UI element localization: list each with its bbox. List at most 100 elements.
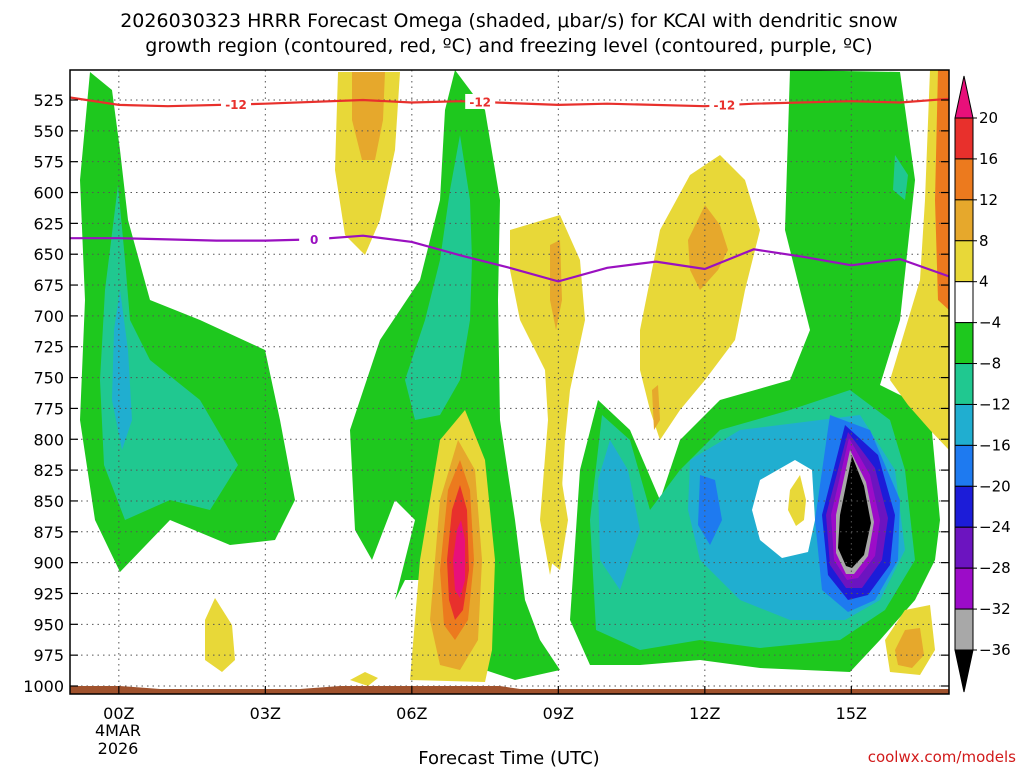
y-tick-label: 875 [33, 523, 64, 542]
omega-region-orange-far-right [935, 70, 949, 310]
y-tick-label: 800 [33, 430, 64, 449]
y-tick-label: 925 [33, 584, 64, 603]
omega-shading [80, 70, 949, 686]
y-tick-label: 675 [33, 276, 64, 295]
colorbar-swatch [954, 117, 974, 160]
colorbar: 20 16 12 8 4 −4 −8 −12 −16 −20 −24 −28 −32 −36 [954, 75, 1011, 693]
colorbar-label: 20 [979, 109, 998, 127]
y-tick-label: 525 [33, 91, 64, 110]
colorbar-label: 16 [979, 150, 998, 168]
omega-region-cyan-right [598, 440, 640, 590]
omega-region-yellow-mid [510, 215, 585, 575]
y-tick-label: 1000 [23, 677, 64, 696]
isotherm-minus12-label-bg [465, 93, 496, 109]
y-tick-label: 550 [33, 122, 64, 141]
terrain-ground [70, 686, 949, 694]
colorbar-label: −4 [979, 314, 1001, 332]
colorbar-swatch [954, 485, 974, 528]
omega-region-yellow-far-right [890, 70, 949, 450]
y-tick-label: 575 [33, 153, 64, 172]
colorbar-bottom-triangle [954, 649, 974, 693]
colorbar-swatch [954, 567, 974, 610]
isotherm-minus12-line [70, 96, 949, 108]
omega-region-cyan-left [112, 290, 132, 450]
isotherm-minus12-label-bg [221, 96, 252, 112]
x-tick-label: 03Z [250, 704, 281, 723]
y-tick-label: 725 [33, 338, 64, 357]
colorbar-label: −16 [979, 436, 1011, 454]
colorbar-swatch [954, 240, 974, 283]
isotherm-zero-label: 0 [310, 233, 318, 247]
omega-region-blue-right [698, 475, 722, 545]
colorbar-swatch [954, 363, 974, 405]
omega-region-pink-lower-mid [453, 520, 465, 598]
y-axis: 525 550 575 600 625 650 675 700 725 750 775 800 825 8… [23, 91, 949, 696]
y-tick-label: 700 [33, 307, 64, 326]
colorbar-label: −36 [979, 641, 1011, 659]
colorbar-swatch [954, 281, 974, 324]
x-axis-label: Forecast Time (UTC) [418, 748, 599, 768]
colorbar-swatch [954, 158, 974, 201]
x-tick-label: 12Z [689, 704, 720, 723]
omega-region-orange-narrow-right [652, 385, 660, 430]
x-tick-label: 06Z [396, 704, 427, 723]
y-tick-label: 950 [33, 615, 64, 634]
omega-region-yellow-small-left [205, 598, 235, 672]
omega-region-orange-bottom-right [895, 628, 924, 668]
chart-title-line1: 2026030323 HRRR Forecast Omega (shaded, … [120, 10, 898, 32]
colorbar-label: −20 [979, 477, 1011, 495]
y-tick-label: 900 [33, 554, 64, 573]
omega-region-black [838, 456, 871, 568]
y-tick-label: 975 [33, 646, 64, 665]
colorbar-label: −12 [979, 395, 1011, 413]
x-axis: 00Z 03Z 06Z 09Z 12Z 15Z [103, 686, 867, 723]
colorbar-label: 8 [979, 232, 989, 250]
x-tick-label: 00Z [103, 704, 134, 723]
plot-frame [69, 69, 950, 695]
isotherm-minus12-label: -12 [469, 95, 491, 109]
colorbar-label: −8 [979, 355, 1001, 373]
isotherm-minus12-label: -12 [714, 99, 736, 113]
y-tick-label: 775 [33, 399, 64, 418]
colorbar-label: 4 [979, 273, 989, 291]
y-tick-label: 650 [33, 245, 64, 264]
x-date-label-year: 2026 [98, 739, 139, 758]
colorbar-swatch [954, 403, 974, 446]
y-tick-label: 750 [33, 369, 64, 388]
y-tick-label: 600 [33, 184, 64, 203]
omega-region-teal-left [100, 185, 238, 520]
colorbar-label: 12 [979, 191, 998, 209]
colorbar-swatch [954, 322, 974, 365]
colorbar-swatch [954, 199, 974, 242]
grid-lines [70, 70, 949, 694]
omega-region-teal-mid [405, 135, 472, 420]
colorbar-top-triangle [954, 75, 974, 119]
colorbar-label: −32 [979, 600, 1011, 618]
x-tick-label: 15Z [836, 704, 867, 723]
isotherm-lines: -12 -12 -12 0 [70, 93, 949, 283]
isotherm-minus12-label: -12 [225, 98, 247, 112]
omega-region-orange-top-mid [352, 72, 385, 160]
colorbar-swatch [954, 444, 974, 487]
x-tick-label: 09Z [543, 704, 574, 723]
omega-region-yellow-small-bottom [350, 672, 378, 686]
isotherm-zero-line [70, 234, 949, 283]
credit-label: coolwx.com/models [868, 748, 1016, 766]
colorbar-label: −28 [979, 559, 1011, 577]
y-tick-label: 850 [33, 492, 64, 511]
x-date-label-day: 4MAR [95, 721, 141, 740]
chart-title-line2: growth region (contoured, red, ºC) and f… [145, 35, 872, 57]
colorbar-swatch [954, 608, 974, 651]
omega-region-teal-inner [893, 155, 908, 200]
colorbar-swatch [954, 526, 974, 569]
omega-region-yellow-upper-right [640, 155, 760, 440]
isotherm-minus12-label-bg [709, 97, 740, 113]
isotherm-zero-label-bg [299, 231, 330, 247]
colorbar-label: −24 [979, 518, 1011, 536]
omega-region-orange-narrow-mid [550, 240, 562, 330]
omega-region-yellow-top-mid [335, 72, 400, 255]
omega-region-yellow-rim-mid [545, 470, 568, 570]
y-tick-label: 625 [33, 214, 64, 233]
y-tick-label: 825 [33, 461, 64, 480]
